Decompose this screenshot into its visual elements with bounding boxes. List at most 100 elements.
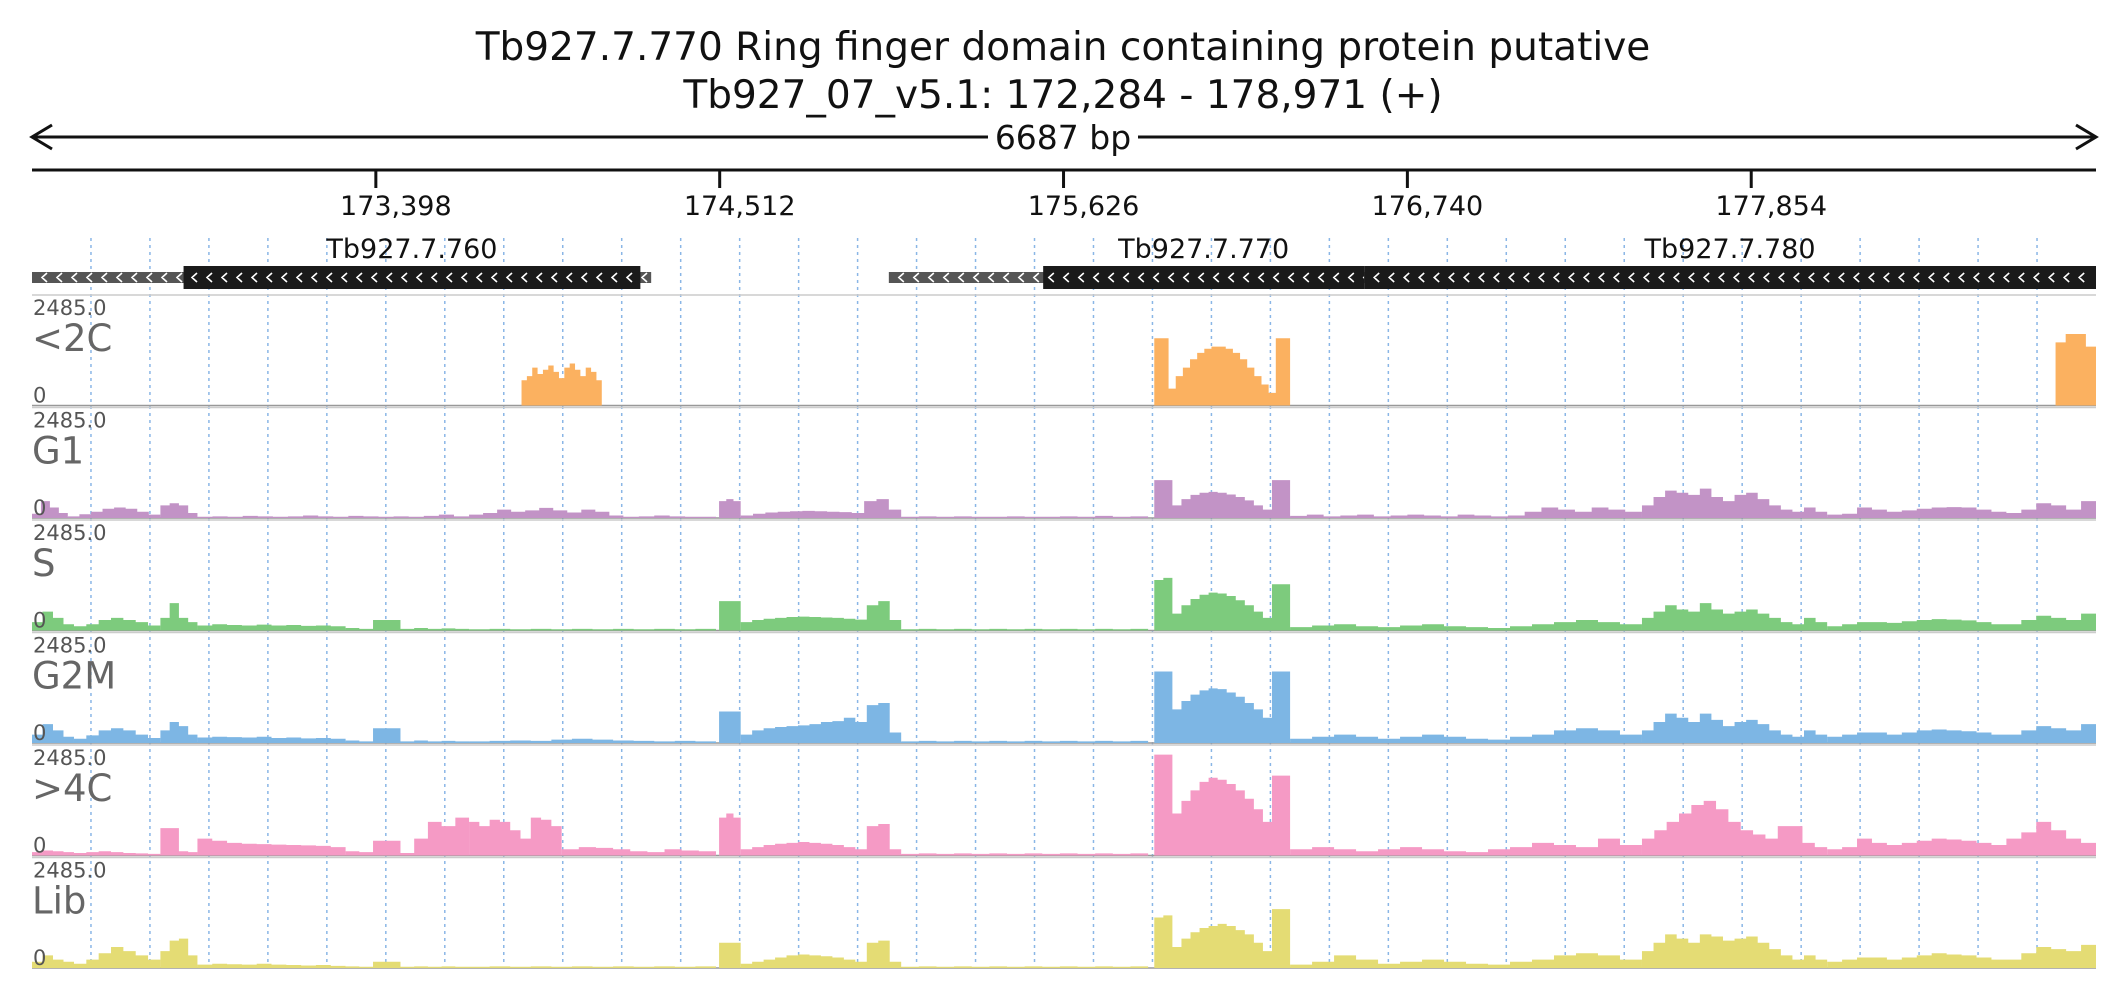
track-2: 2485.0 0 S bbox=[32, 519, 2096, 633]
gene-strand-arrows-0 bbox=[40, 272, 648, 283]
track-coverage-4-3 bbox=[197, 838, 346, 856]
chart-subtitle: Tb927_07_v5.1: 172,284 - 178,971 (+) bbox=[682, 73, 1442, 118]
track-coverage-2-9 bbox=[1154, 577, 1291, 631]
coverage-tracks: 2485.00<2C2485.00G12485.00S2485.00G2M248… bbox=[32, 294, 2096, 970]
gene-strand-arrows-1 bbox=[897, 272, 1400, 283]
track-ymax-label-3: 2485.0 bbox=[33, 634, 106, 658]
gene-label-0: Tb927.7.760 bbox=[325, 234, 497, 265]
track-4: 2485.0 0 >4C bbox=[32, 744, 2096, 858]
track-name-1: G1 bbox=[32, 430, 84, 473]
x-tick-label-2: 175,626 bbox=[1028, 191, 1140, 222]
track-ymax-label-0: 2485.0 bbox=[33, 296, 106, 320]
track-coverage-0-0 bbox=[521, 363, 602, 406]
track-coverage-1-0 bbox=[32, 501, 68, 518]
track-coverage-0-1 bbox=[1154, 338, 1291, 406]
gene-cds-0 bbox=[183, 266, 641, 289]
track-coverage-2-0 bbox=[32, 611, 74, 631]
track-coverage-3-4 bbox=[345, 728, 470, 743]
track-coverage-1-7 bbox=[740, 499, 902, 518]
track-ymin-label-0: 0 bbox=[33, 384, 46, 408]
span-arrow-left-icon bbox=[29, 123, 53, 151]
track-coverage-5-3 bbox=[197, 963, 346, 968]
track-coverage-5-11 bbox=[1641, 934, 1828, 968]
track-coverage-4-9 bbox=[901, 853, 1149, 856]
track-coverage-2-8 bbox=[901, 628, 1149, 631]
track-coverage-4-2 bbox=[160, 828, 198, 856]
track-coverage-5-8 bbox=[901, 966, 1149, 968]
track-coverage-1-5 bbox=[623, 515, 716, 518]
track-coverage-1-10 bbox=[1290, 507, 1642, 518]
track-coverage-2-12 bbox=[1827, 613, 2096, 631]
track-coverage-2-10 bbox=[1290, 619, 1642, 631]
track-coverage-3-3 bbox=[197, 736, 346, 743]
track-coverage-3-6 bbox=[719, 711, 741, 743]
track-coverage-4-10 bbox=[1154, 754, 1291, 856]
track-name-0: <2C bbox=[32, 317, 112, 360]
track-coverage-4-0 bbox=[32, 850, 74, 856]
coordinate-axis: 173,398 174,512 175,626 176,740 177,854 bbox=[32, 168, 2096, 222]
track-coverage-5-0 bbox=[32, 955, 74, 968]
track-coverage-3-0 bbox=[32, 724, 74, 743]
track-coverage-2-4 bbox=[345, 619, 470, 631]
track-coverage-4-12 bbox=[1641, 800, 1828, 856]
track-coverage-0-2 bbox=[2055, 334, 2096, 406]
span-length-label: 6687 bp bbox=[995, 118, 1131, 157]
track-coverage-2-5 bbox=[469, 628, 716, 631]
gene-label-2: Tb927.7.780 bbox=[1644, 234, 1816, 265]
track-coverage-1-2 bbox=[160, 503, 198, 518]
track-ymin-label-4: 0 bbox=[33, 834, 46, 858]
track-1: 2485.0 0 G1 bbox=[32, 406, 2096, 520]
track-coverage-4-1 bbox=[73, 851, 161, 856]
x-tick-label-1: 174,512 bbox=[684, 191, 796, 222]
track-coverage-4-13 bbox=[1827, 821, 2096, 856]
track-coverage-2-6 bbox=[719, 601, 741, 631]
track-coverage-4-4 bbox=[345, 817, 470, 856]
x-tick-label-3: 176,740 bbox=[1372, 191, 1484, 222]
span-label-bg bbox=[988, 118, 1138, 156]
grid-lines bbox=[90, 238, 2038, 965]
span-arrow-right-icon bbox=[2075, 123, 2099, 151]
track-coverage-1-3 bbox=[197, 514, 470, 518]
track-name-4: >4C bbox=[32, 767, 112, 810]
track-coverage-2-7 bbox=[740, 601, 902, 631]
track-name-3: G2M bbox=[32, 655, 116, 698]
gene-cds-1 bbox=[1043, 266, 1365, 289]
track-5: 2485.0 0 Lib bbox=[32, 856, 2096, 970]
track-coverage-3-8 bbox=[901, 740, 1149, 743]
gene-cds-2 bbox=[1364, 266, 2096, 289]
track-ymax-label-2: 2485.0 bbox=[33, 521, 106, 545]
track-coverage-3-10 bbox=[1290, 728, 1642, 743]
track-coverage-3-9 bbox=[1154, 671, 1291, 743]
track-coverage-5-5 bbox=[469, 966, 716, 968]
gene-track: Tb927.7.760 Tb927.7.770 Tb927.7.780 bbox=[32, 234, 2096, 289]
track-coverage-5-12 bbox=[1827, 944, 2096, 968]
track-name-2: S bbox=[32, 542, 56, 585]
x-tick-label-0: 173,398 bbox=[340, 191, 452, 222]
track-coverage-2-3 bbox=[197, 624, 346, 631]
track-coverage-4-8 bbox=[740, 823, 902, 856]
track-coverage-5-4 bbox=[345, 961, 470, 968]
track-coverage-1-9 bbox=[1154, 480, 1291, 518]
track-coverage-4-6 bbox=[561, 847, 716, 856]
track-coverage-1-8 bbox=[901, 515, 1149, 518]
track-coverage-5-7 bbox=[740, 940, 902, 968]
track-coverage-5-9 bbox=[1154, 909, 1291, 968]
track-coverage-3-12 bbox=[1827, 724, 2096, 743]
track-ymin-label-1: 0 bbox=[33, 496, 46, 520]
track-coverage-5-10 bbox=[1290, 953, 1642, 968]
track-coverage-2-2 bbox=[160, 603, 198, 631]
track-coverage-4-7 bbox=[719, 813, 741, 856]
track-0: 2485.0 0 <2C bbox=[32, 294, 2096, 408]
track-3: 2485.0 0 G2M bbox=[32, 631, 2096, 745]
track-coverage-2-1 bbox=[73, 617, 161, 631]
track-coverage-3-2 bbox=[160, 721, 198, 743]
track-coverage-4-5 bbox=[469, 817, 562, 856]
track-ymax-label-1: 2485.0 bbox=[33, 409, 106, 433]
track-coverage-3-11 bbox=[1641, 713, 1828, 743]
chart-title: Tb927.7.770 Ring finger domain containin… bbox=[475, 25, 1651, 70]
track-ymin-label-3: 0 bbox=[33, 721, 46, 745]
track-coverage-2-11 bbox=[1641, 603, 1828, 631]
track-coverage-5-2 bbox=[160, 938, 198, 968]
